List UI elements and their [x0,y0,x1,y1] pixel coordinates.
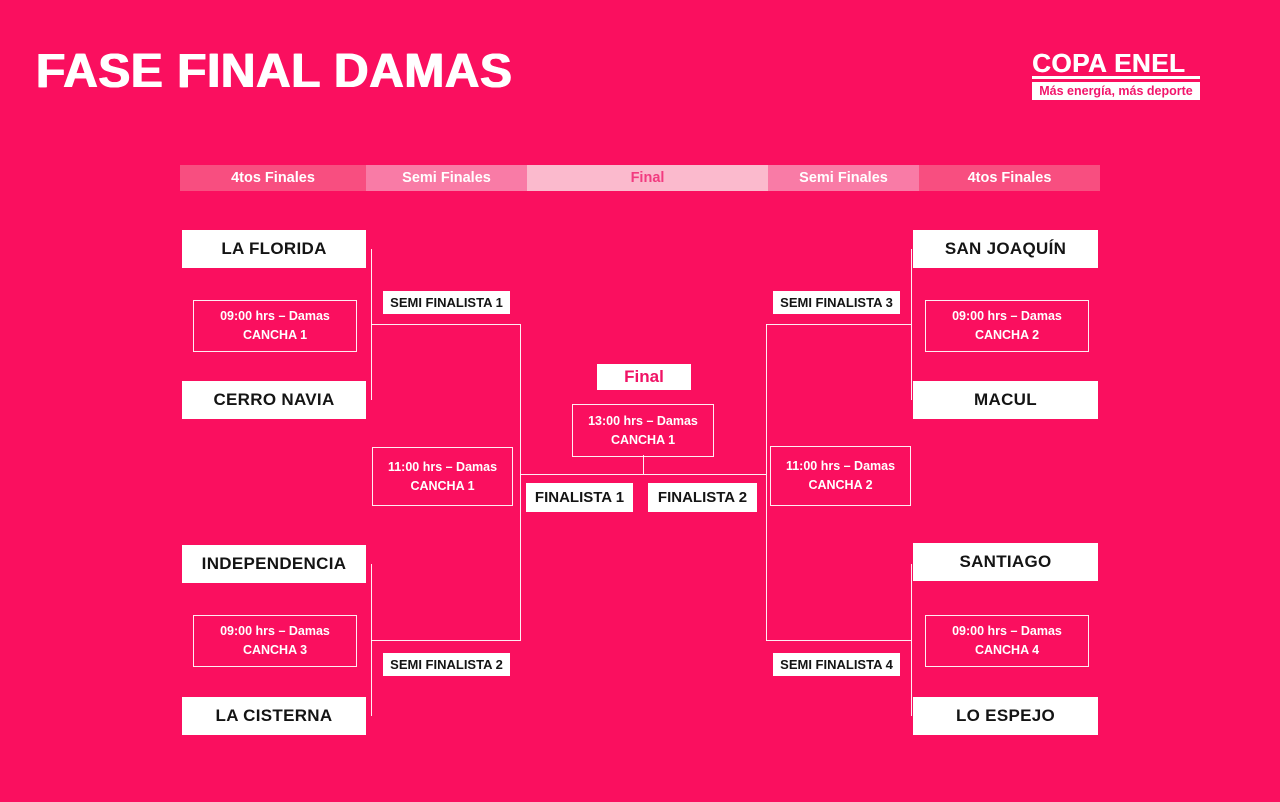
schedule-qf1: 09:00 hrs – Damas CANCHA 1 [193,300,357,352]
schedule-qf1-court: CANCHA 1 [242,328,308,342]
schedule-qf2: 09:00 hrs – Damas CANCHA 3 [193,615,357,667]
semi-finalista-3-label: SEMI FINALISTA 3 [773,291,900,314]
stage-final: Final [527,165,768,191]
page-title: FASE FINAL DAMAS [36,45,513,98]
connector-sf-right-vertical [766,324,767,641]
team-macul: MACUL [913,381,1098,419]
schedule-final-court: CANCHA 1 [610,432,676,447]
schedule-qf4-court: CANCHA 4 [974,643,1040,657]
connector-qf-right-bottom-vertical [911,564,912,716]
schedule-qf3-time: 09:00 hrs – Damas [952,309,1062,324]
schedule-qf3-court: CANCHA 2 [974,328,1040,342]
schedule-qf4-time: 09:00 hrs – Damas [952,624,1062,639]
team-lo-espejo: LO ESPEJO [913,697,1098,735]
team-santiago: SANTIAGO [913,543,1098,581]
schedule-sf-right-time: 11:00 hrs – Damas [785,459,896,474]
team-la-florida: LA FLORIDA [182,230,366,268]
connector-qf-left-top-branch [371,324,520,325]
team-la-cisterna: LA CISTERNA [182,697,366,735]
connector-qf-right-top-branch [766,324,911,325]
connector-qf-left-bottom-branch [371,640,520,641]
schedule-sf-left-time: 11:00 hrs – Damas [387,459,498,474]
finalista-2-box: FINALISTA 2 [648,483,757,512]
connector-final-stub [643,455,644,474]
connector-qf-right-top-vertical [911,249,912,400]
schedule-sf-left: 11:00 hrs – Damas CANCHA 1 [372,447,513,506]
logo-tagline: Más energía, más deporte [1032,82,1200,100]
semi-finalista-1-label: SEMI FINALISTA 1 [383,291,510,314]
team-cerro-navia: CERRO NAVIA [182,381,366,419]
schedule-qf4: 09:00 hrs – Damas CANCHA 4 [925,615,1089,667]
schedule-qf2-time: 09:00 hrs – Damas [220,624,330,639]
stage-semi-finales-left: Semi Finales [366,165,527,191]
schedule-sf-right-court: CANCHA 2 [808,478,873,492]
schedule-qf3: 09:00 hrs – Damas CANCHA 2 [925,300,1089,352]
final-label: Final [597,364,691,390]
finalista-1-box: FINALISTA 1 [526,483,633,512]
schedule-final-time: 13:00 hrs – Damas [588,413,698,428]
stage-semi-finales-right: Semi Finales [768,165,919,191]
team-san-joaquin: SAN JOAQUÍN [913,230,1098,268]
schedule-final: 13:00 hrs – Damas CANCHA 1 [572,404,714,457]
stage-4tos-finales-left: 4tos Finales [180,165,366,191]
copa-enel-logo: COPA ENEL [1032,48,1186,78]
connector-center-horizontal [520,474,766,475]
schedule-qf1-time: 09:00 hrs – Damas [220,309,330,324]
connector-sf-left-vertical [520,324,521,641]
semi-finalista-2-label: SEMI FINALISTA 2 [383,653,510,676]
schedule-qf2-court: CANCHA 3 [242,643,308,657]
team-independencia: INDEPENDENCIA [182,545,366,583]
schedule-sf-right: 11:00 hrs – Damas CANCHA 2 [770,446,911,506]
schedule-sf-left-court: CANCHA 1 [410,478,475,493]
semi-finalista-4-label: SEMI FINALISTA 4 [773,653,900,676]
stage-4tos-finales-right: 4tos Finales [919,165,1100,191]
connector-qf-right-bottom-branch [766,640,911,641]
logo-underline [1032,76,1200,79]
